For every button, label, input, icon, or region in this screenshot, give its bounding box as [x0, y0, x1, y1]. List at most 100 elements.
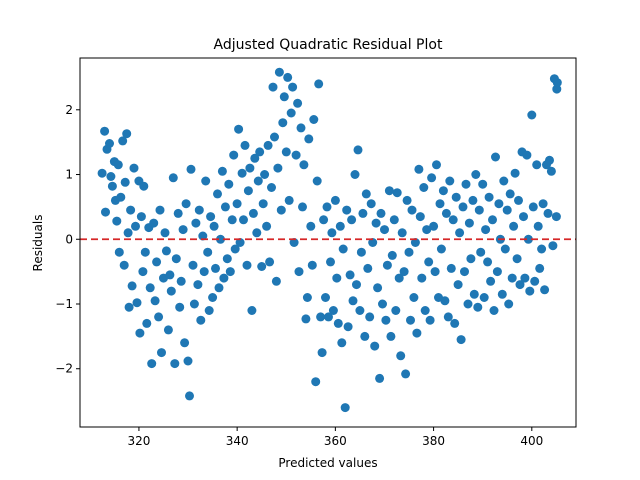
data-point — [510, 168, 520, 178]
points-layer — [97, 67, 562, 413]
data-point — [552, 78, 562, 88]
data-point — [185, 391, 194, 401]
data-point — [180, 338, 190, 348]
data-point — [440, 296, 450, 306]
data-point — [370, 341, 380, 351]
data-point — [328, 306, 338, 315]
data-point — [532, 160, 542, 170]
data-point — [366, 199, 376, 209]
data-point — [279, 92, 289, 102]
data-point — [242, 260, 252, 270]
data-point — [397, 228, 407, 238]
data-point — [537, 244, 547, 254]
data-point — [340, 403, 350, 413]
data-point — [194, 205, 204, 215]
data-point — [112, 216, 122, 226]
y-axis-ticks: −2 −1 0 1 2 — [55, 103, 80, 376]
data-point — [114, 247, 124, 257]
data-point — [345, 270, 355, 280]
data-point — [479, 293, 489, 302]
data-point — [460, 267, 469, 277]
data-point — [142, 318, 152, 328]
data-point — [401, 369, 411, 379]
data-point — [530, 276, 540, 286]
data-point — [208, 293, 218, 302]
data-point — [189, 299, 199, 309]
data-point — [519, 212, 528, 222]
data-point — [371, 218, 381, 228]
data-point — [430, 267, 440, 277]
data-point — [515, 280, 525, 290]
data-point — [360, 331, 370, 341]
data-point — [286, 108, 296, 118]
data-point — [188, 260, 198, 270]
data-point — [101, 207, 110, 217]
data-point — [456, 335, 466, 345]
data-point — [505, 189, 515, 199]
data-point — [314, 79, 324, 89]
data-point — [455, 228, 465, 238]
data-point — [317, 348, 327, 358]
data-point — [157, 348, 166, 358]
data-point — [312, 176, 322, 186]
x-tick-label: 320 — [127, 434, 150, 448]
data-point — [347, 215, 357, 225]
data-point — [135, 328, 145, 338]
data-point — [191, 218, 201, 228]
data-point — [512, 254, 522, 264]
data-point — [139, 181, 149, 191]
data-point — [481, 225, 491, 235]
data-point — [299, 160, 309, 170]
data-point — [106, 172, 116, 181]
data-point — [293, 98, 303, 108]
data-point — [268, 82, 278, 92]
data-point — [373, 283, 383, 293]
data-point — [321, 293, 330, 302]
data-point — [552, 84, 562, 94]
data-point — [486, 276, 496, 286]
data-point — [154, 312, 164, 322]
data-point — [248, 208, 258, 218]
data-point — [273, 163, 283, 173]
data-point — [448, 215, 458, 225]
data-point — [445, 176, 455, 186]
data-point — [131, 221, 140, 231]
data-point — [461, 179, 471, 189]
data-point — [136, 212, 146, 222]
data-point — [263, 140, 273, 150]
data-point — [120, 177, 130, 187]
axes-frame — [79, 57, 577, 428]
data-point — [265, 257, 275, 267]
data-point — [425, 315, 435, 325]
data-point — [176, 276, 186, 286]
data-point — [247, 306, 257, 315]
data-point — [525, 286, 535, 296]
data-point — [262, 221, 272, 231]
data-point — [438, 186, 448, 196]
data-point — [230, 244, 240, 254]
data-point — [392, 188, 402, 198]
data-point — [463, 299, 473, 309]
data-point — [520, 273, 530, 283]
data-point — [350, 170, 360, 179]
data-point — [382, 260, 392, 270]
data-point — [378, 299, 387, 309]
data-point — [122, 129, 132, 139]
data-point — [451, 192, 461, 202]
data-point — [417, 273, 427, 283]
data-point — [229, 150, 239, 160]
data-point — [330, 195, 340, 205]
chart-title: Adjusted Quadratic Residual Plot — [214, 37, 443, 53]
data-point — [119, 260, 129, 270]
data-point — [478, 179, 488, 189]
data-point — [97, 168, 107, 178]
data-point — [206, 212, 216, 222]
data-point — [424, 257, 434, 267]
data-point — [237, 168, 247, 178]
data-point — [533, 221, 543, 231]
data-point — [355, 306, 365, 315]
data-point — [358, 208, 368, 218]
data-point — [443, 312, 453, 322]
data-point — [298, 202, 307, 212]
